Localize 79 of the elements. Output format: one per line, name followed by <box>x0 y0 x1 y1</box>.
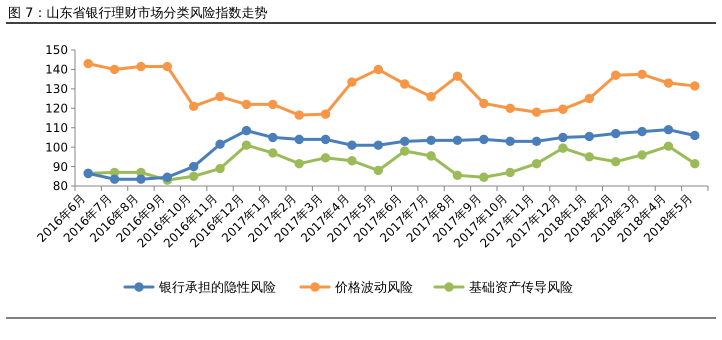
point <box>347 77 357 87</box>
point <box>188 172 198 181</box>
legend-label: 银行承担的隐性风险 <box>158 280 276 296</box>
point <box>294 158 304 168</box>
y-tick-label: 100 <box>45 140 68 154</box>
point <box>347 156 357 166</box>
point <box>110 64 120 74</box>
point <box>505 168 515 178</box>
point <box>188 162 198 172</box>
point <box>268 148 278 158</box>
point <box>610 70 620 80</box>
point <box>268 132 278 142</box>
point <box>532 136 542 146</box>
point <box>452 72 462 81</box>
point <box>479 134 489 144</box>
point <box>664 78 674 88</box>
point <box>610 128 620 138</box>
point <box>374 166 384 176</box>
point <box>242 140 252 150</box>
legend-label: 基础资产传导风险 <box>469 280 573 296</box>
point <box>532 158 542 168</box>
point <box>83 58 93 68</box>
point <box>215 140 225 149</box>
point <box>400 79 410 89</box>
point <box>637 70 647 79</box>
point <box>374 140 384 150</box>
point <box>242 126 252 136</box>
y-tick-label: 110 <box>45 120 68 135</box>
point <box>136 174 146 184</box>
point <box>215 164 225 174</box>
point <box>320 153 330 163</box>
point <box>215 92 225 102</box>
point <box>374 64 384 74</box>
point <box>294 110 304 120</box>
point <box>584 152 594 162</box>
y-tick-label: 80 <box>52 179 68 194</box>
point <box>637 150 647 160</box>
y-tick-label: 120 <box>45 101 68 116</box>
point <box>505 136 515 146</box>
point <box>558 132 568 142</box>
point <box>426 151 436 161</box>
point <box>610 157 620 166</box>
y-tick-label: 90 <box>52 160 68 174</box>
point <box>162 62 172 72</box>
point <box>320 109 330 119</box>
point <box>664 124 674 134</box>
point <box>558 104 568 114</box>
point <box>558 143 568 153</box>
point <box>320 134 330 144</box>
point <box>400 136 410 146</box>
point <box>479 98 489 108</box>
point <box>505 104 515 113</box>
point <box>690 158 700 168</box>
point <box>110 174 120 184</box>
chart-title: 图 7：山东省银行理财市场分类风险指数走势 <box>8 6 268 21</box>
point <box>347 140 357 150</box>
point <box>452 170 462 180</box>
point <box>479 172 489 182</box>
point <box>584 94 594 104</box>
y-tick-label: 140 <box>45 62 68 77</box>
point <box>426 92 436 102</box>
y-tick-label: 130 <box>45 82 68 96</box>
point <box>532 107 542 117</box>
legend-label: 价格波动风险 <box>334 280 413 296</box>
point <box>690 81 700 91</box>
point <box>400 146 410 156</box>
point <box>162 172 172 182</box>
point <box>136 62 146 72</box>
point <box>664 141 674 151</box>
point <box>452 136 462 146</box>
point <box>426 136 436 146</box>
y-tick-label: 150 <box>45 43 68 58</box>
point <box>268 100 278 110</box>
point <box>690 130 700 140</box>
point <box>294 134 304 144</box>
point <box>242 100 252 110</box>
point <box>637 126 647 136</box>
point <box>584 132 594 142</box>
point <box>188 102 198 112</box>
